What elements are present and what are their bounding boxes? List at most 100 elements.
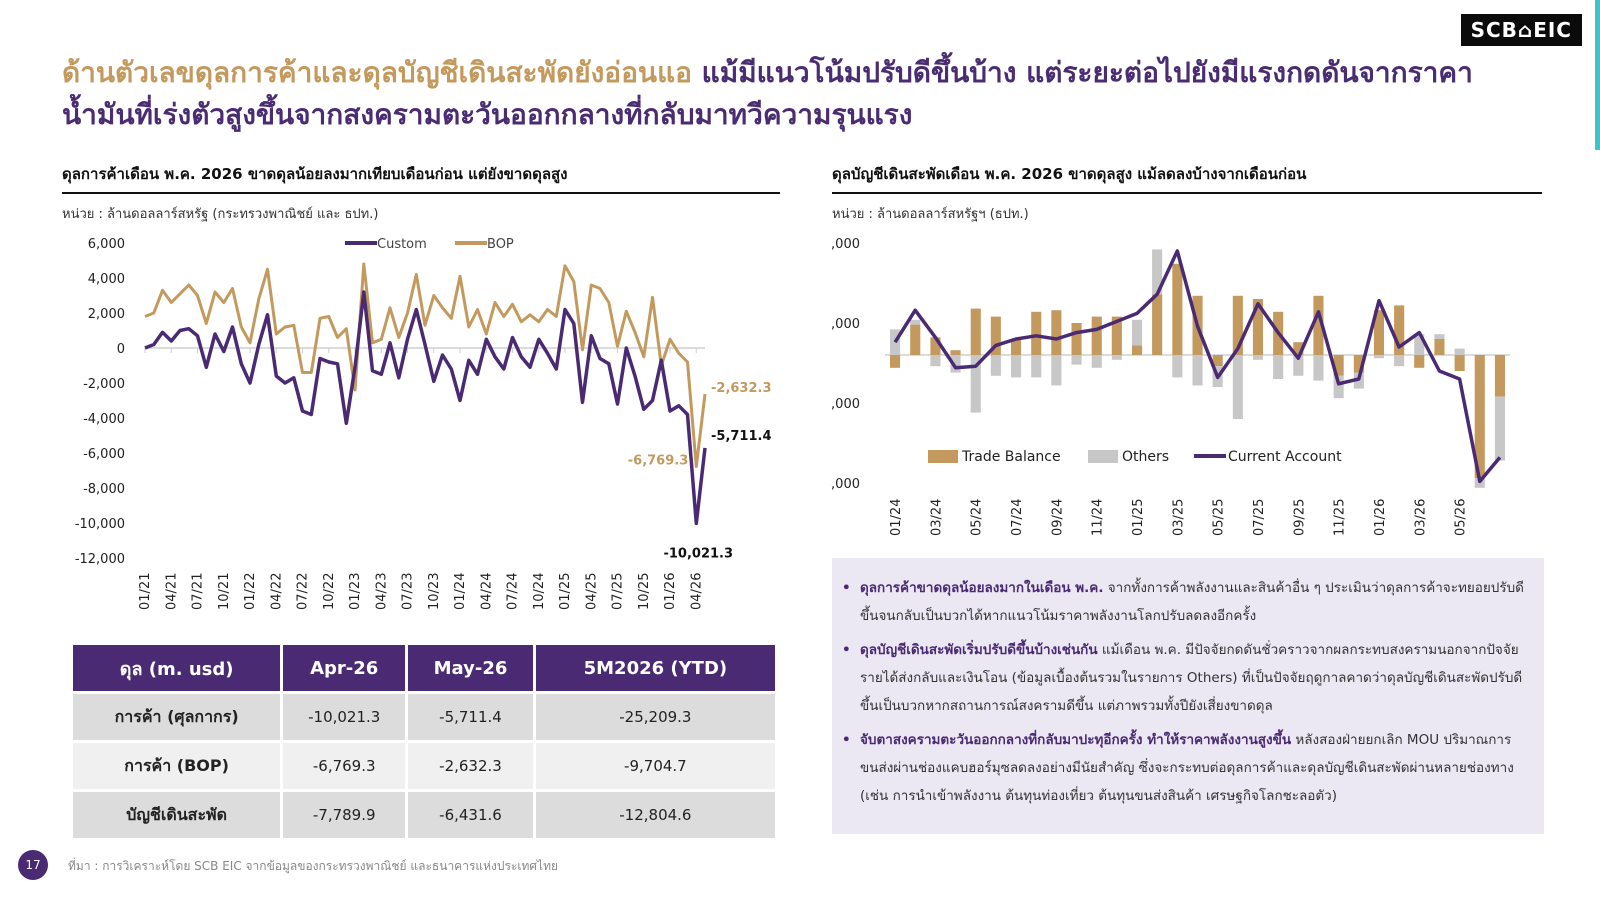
y-tick-label: -3,000 [830,397,860,412]
bar-others [890,329,901,355]
x-tick-label: 03/24 [929,499,944,536]
bar-others [1192,355,1203,386]
bar-trade-balance [1394,305,1405,355]
x-tick-label: 01/25 [1131,499,1146,536]
bar-trade-balance [970,308,981,355]
x-tick-label: 04/21 [164,573,179,610]
bar-trade-balance [910,324,921,355]
x-tick-label: 05/24 [970,499,985,536]
note-text: หลังสองฝ่ายยกเลิก MOU ปริมาณการขนส่งผ่าน… [860,732,1514,804]
x-tick-label: 03/25 [1171,499,1186,536]
bar-trade-balance [1011,339,1022,355]
bar-trade-balance [1414,355,1425,368]
legend-swatch [1088,450,1118,463]
legend-swatch [928,450,958,463]
x-tick-label: 03/26 [1413,499,1428,536]
bar-trade-balance [1252,299,1263,355]
table-row-label: การค้า (BOP) [73,743,281,789]
y-tick-label: -6,000 [83,447,125,462]
bar-others [1071,355,1082,365]
bar-trade-balance [930,337,941,355]
table-cell: -9,704.7 [535,743,775,789]
table-row: บัญชีเดินสะพัด -7,789.9 -6,431.6 -12,804… [73,792,775,838]
bar-trade-balance [1172,263,1183,355]
bar-others [990,355,1001,376]
bar-others [1172,355,1183,378]
data-label: -2,632.3 [711,381,772,396]
bar-trade-balance [1494,355,1505,397]
x-tick-label: 10/24 [532,573,547,610]
table-header: Apr-26 [283,645,406,691]
bar-trade-balance [1434,339,1445,355]
note-item: • ดุลการค้าขาดดุลน้อยลงมากในเดือน พ.ค. จา… [842,574,1530,630]
bar-others [1132,319,1143,346]
table-header: May-26 [408,645,533,691]
x-tick-label: 05/26 [1454,499,1469,536]
bar-others [1434,334,1445,339]
x-tick-label: 09/25 [1292,499,1307,536]
data-label: -5,711.4 [711,429,772,444]
bar-trade-balance [1474,355,1485,479]
bar-trade-balance [890,355,901,368]
bar-others [1313,355,1324,381]
bullet-icon: • [842,642,851,658]
bar-trade-balance [1353,355,1364,373]
legend-label: Custom [377,237,427,252]
bar-others [1232,355,1243,419]
bar-trade-balance [1293,342,1304,355]
bar-others [1293,355,1304,376]
y-tick-label: -8,000 [830,477,860,492]
note-item: • ดุลบัญชีเดินสะพัดเริ่มปรับดีขึ้นบ้างเช่… [842,636,1530,720]
bar-trade-balance [1333,355,1344,376]
note-text: จากทั้งการค้าพลังงานและสินค้าอื่น ๆ ประเ… [860,580,1524,624]
x-tick-label: 07/21 [191,573,206,610]
bar-others [1111,355,1122,360]
table-row-label: การค้า (ศุลกากร) [73,694,281,740]
y-tick-label: -8,000 [83,482,125,497]
x-tick-label: 01/25 [558,573,573,610]
table-header: 5M2026 (YTD) [535,645,775,691]
current-account-chart: 7,000 2,000 -3,000 -8,000 01/24 03/24 05/24 07/… [830,237,1510,536]
bullet-icon: • [842,732,851,748]
data-label: -10,021.3 [663,546,733,561]
balance-table: ดุล (m. usd) Apr-26 May-26 5M2026 (YTD) … [70,642,778,841]
left-panel-title: ดุลการค้าเดือน พ.ค. 2026 ขาดดุลน้อยลงมาก… [62,162,780,194]
y-tick-label: -2,000 [83,377,125,392]
table-cell: -10,021.3 [283,694,406,740]
bar-others [950,355,961,373]
bar-trade-balance [1091,316,1102,355]
bar-trade-balance [1373,310,1384,355]
table-cell: -7,789.9 [283,792,406,838]
headline-part2: แม้มีแนวโน้มปรับดีขึ้นบ้าง แต่ระยะต่อไปย… [62,56,1473,131]
bar-others [1011,355,1022,378]
bar-trade-balance [1454,355,1465,371]
table-header: ดุล (m. usd) [73,645,281,691]
bar-others [1394,355,1405,367]
note-item: • จับตาสงครามตะวันออกกลางที่กลับมาปะทุอีก… [842,726,1530,810]
legend-label: Trade Balance [961,449,1061,465]
page-number: 17 [18,850,48,880]
bar-trade-balance [1111,316,1122,355]
series-line-current-account [893,249,1502,484]
bar-others [1091,355,1102,368]
x-tick-label: 01/21 [138,573,153,610]
x-tick-label: 01/23 [348,573,363,610]
table-cell: -5,711.4 [408,694,533,740]
series-line-bop [144,262,707,468]
x-tick-label: 10/23 [427,573,442,610]
legend-label: BOP [487,237,514,252]
bar-others [1333,375,1344,399]
table-header-row: ดุล (m. usd) Apr-26 May-26 5M2026 (YTD) [73,645,775,691]
bar-others [1454,348,1465,355]
left-panel-unit: หน่วย : ล้านดอลลาร์สหรัฐ (กระทรวงพาณิชย์… [62,207,379,222]
table-cell: -6,769.3 [283,743,406,789]
bar-others [1031,355,1042,378]
legend-label: Others [1122,449,1169,465]
y-tick-label: 7,000 [830,237,860,252]
x-tick-label: 07/23 [401,573,416,610]
x-tick-label: 01/24 [453,573,468,610]
x-tick-label: 10/22 [322,573,337,610]
x-tick-label: 07/25 [611,573,626,610]
bar-trade-balance [1051,310,1062,355]
x-tick-label: 04/26 [689,573,704,610]
